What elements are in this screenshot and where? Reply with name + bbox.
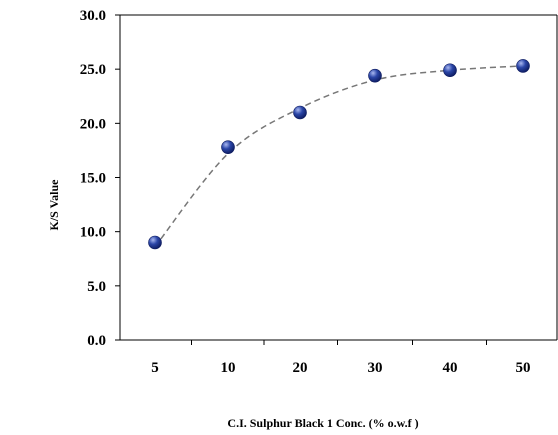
- y-tick-label: 30.0: [80, 8, 106, 24]
- y-ticks: 0.0 5.0 10.0 15.0 20.0 25.0 30.0: [80, 8, 120, 349]
- y-axis-title: K/S Value: [47, 179, 61, 231]
- x-tick-label: 20: [293, 360, 308, 376]
- x-tick-label: 40: [443, 360, 458, 376]
- x-ticks: 5 10 20 30 40 50: [151, 340, 531, 376]
- trendline: [154, 65, 524, 248]
- y-tick-label: 10.0: [80, 225, 106, 241]
- x-axis-title: C.I. Sulphur Black 1 Conc. (% o.w.f ): [227, 416, 418, 430]
- y-tick-label: 25.0: [80, 62, 106, 78]
- x-tick-label: 5: [151, 360, 159, 376]
- data-point: [368, 68, 382, 83]
- y-tick-label: 0.0: [87, 333, 106, 349]
- x-tick-label: 50: [516, 360, 531, 376]
- data-point: [221, 140, 235, 154]
- y-tick-label: 15.0: [80, 171, 106, 187]
- x-tick-label: 30: [368, 360, 383, 376]
- data-point: [443, 63, 457, 78]
- data-point: [293, 105, 307, 120]
- data-point: [148, 235, 162, 250]
- data-points: [148, 59, 530, 250]
- y-tick-label: 20.0: [80, 116, 106, 132]
- y-tick-label: 5.0: [87, 279, 106, 295]
- axes: [119, 14, 558, 341]
- data-point: [516, 59, 530, 73]
- x-tick-label: 10: [221, 360, 236, 376]
